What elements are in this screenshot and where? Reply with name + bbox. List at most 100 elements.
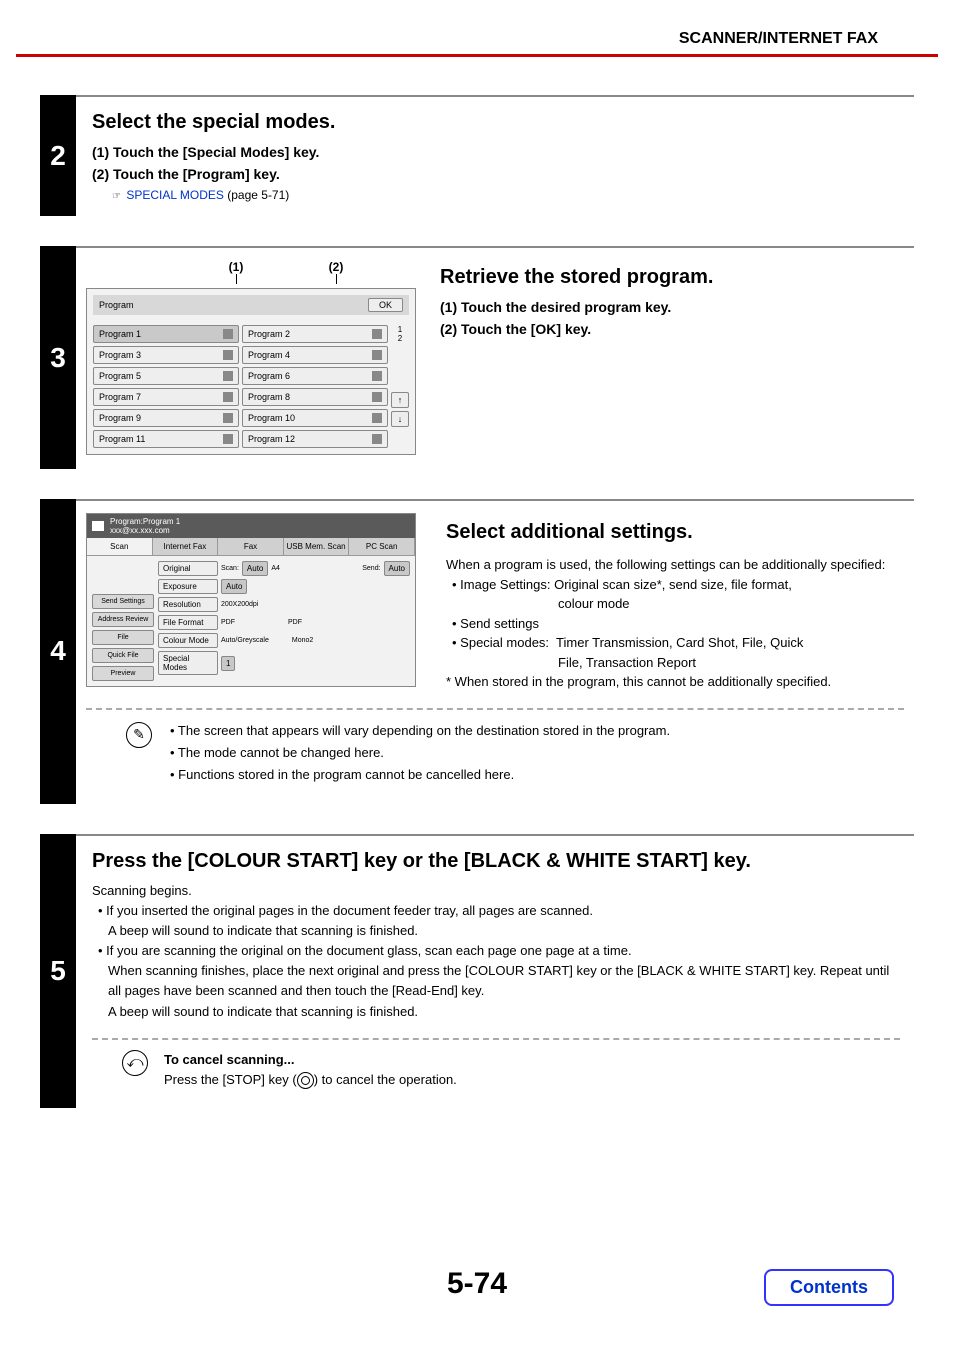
step-2: 2 Select the special modes. (1) Touch th… — [40, 95, 914, 216]
tab-scan[interactable]: Scan — [87, 538, 153, 555]
phone-icon — [372, 329, 382, 339]
scroll-up-button[interactable]: ↑ — [391, 392, 409, 408]
quick-file-button[interactable]: Quick File — [92, 648, 154, 663]
special-modes-button[interactable]: Special Modes — [158, 651, 218, 675]
send-label: Send: — [362, 565, 380, 572]
header-rule — [16, 54, 938, 57]
doc-icon — [223, 413, 233, 423]
step2-ref: ☞ SPECIAL MODES (page 5-71) — [112, 188, 898, 202]
step4-p2: * When stored in the program, this canno… — [446, 672, 904, 692]
exposure-button[interactable]: Exposure — [158, 579, 218, 594]
step-number: 4 — [40, 499, 76, 804]
s5-b2a: • If you are scanning the original on th… — [98, 941, 900, 961]
step3-line1: (1) Touch the desired program key. — [440, 299, 904, 315]
divider — [92, 1038, 900, 1040]
special-count: 1 — [221, 656, 235, 671]
program-11-button[interactable]: Program 11 — [93, 430, 239, 448]
pdf1: PDF — [221, 619, 235, 626]
tab-fax[interactable]: Fax — [218, 538, 284, 555]
program-3-button[interactable]: Program 3 — [93, 346, 239, 364]
program-8-button[interactable]: Program 8 — [242, 388, 388, 406]
s5-b1a: • If you inserted the original pages in … — [98, 901, 900, 921]
phone-icon — [372, 371, 382, 381]
note3: • Functions stored in the program cannot… — [170, 764, 670, 786]
send-settings-button[interactable]: Send Settings — [92, 594, 154, 609]
pointer-icon: ☞ — [112, 191, 121, 202]
divider — [86, 708, 904, 710]
program-6-button[interactable]: Program 6 — [242, 367, 388, 385]
resolution-button[interactable]: Resolution — [158, 597, 218, 612]
file-button[interactable]: File — [92, 630, 154, 645]
original-button[interactable]: Original — [158, 561, 218, 576]
note2: • The mode cannot be changed here. — [170, 742, 670, 764]
window-title: Program — [99, 300, 134, 310]
program-2-button[interactable]: Program 2 — [242, 325, 388, 343]
a4-label: A4 — [271, 565, 280, 572]
program-5-button[interactable]: Program 5 — [93, 367, 239, 385]
step-number: 3 — [40, 246, 76, 469]
address-review-button[interactable]: Address Review — [92, 612, 154, 627]
bullet-send: • Send settings — [452, 614, 904, 634]
scroll-down-button[interactable]: ↓ — [391, 411, 409, 427]
doc-icon — [372, 392, 382, 402]
group-icon — [223, 434, 233, 444]
step-number: 2 — [40, 95, 76, 216]
top-line1: Program:Program 1 — [110, 517, 180, 526]
special-modes-link[interactable]: SPECIAL MODES — [126, 188, 224, 202]
scan-auto: Auto — [242, 561, 268, 576]
page-indicator: 12 — [391, 325, 409, 345]
marker-2: (2) — [329, 260, 344, 274]
cancel-title: To cancel scanning... — [164, 1050, 457, 1070]
scan-label: Scan: — [221, 565, 239, 572]
program-window: Program OK Program 1 Program 2 12 ↑ ↓ Pr… — [86, 288, 416, 455]
program-9-button[interactable]: Program 9 — [93, 409, 239, 427]
tab-pc[interactable]: PC Scan — [349, 538, 415, 555]
mail-icon — [92, 521, 104, 531]
program-12-button[interactable]: Program 12 — [242, 430, 388, 448]
settings-window: Program:Program 1 xxx@xx.xxx.com Scan In… — [86, 513, 416, 687]
program-7-button[interactable]: Program 7 — [93, 388, 239, 406]
s5-b1b: A beep will sound to indicate that scann… — [108, 921, 900, 941]
page-header: SCANNER/INTERNET FAX — [679, 30, 878, 48]
step3-title: Retrieve the stored program. — [440, 266, 904, 289]
send-auto: Auto — [384, 561, 410, 576]
stop-key-icon — [297, 1072, 314, 1089]
bullet-special-sub: File, Transaction Report — [558, 653, 904, 673]
group-icon — [223, 371, 233, 381]
autogrey: Auto/Greyscale — [221, 637, 269, 644]
group-icon — [372, 434, 382, 444]
cancel-icon: ⤺ — [122, 1050, 148, 1076]
marker-1: (1) — [229, 260, 244, 274]
exposure-auto: Auto — [221, 579, 247, 594]
program-4-button[interactable]: Program 4 — [242, 346, 388, 364]
contents-button[interactable]: Contents — [764, 1269, 894, 1306]
bullet-special: • Special modes: Timer Transmission, Car… — [452, 633, 904, 653]
s5-b2b: When scanning finishes, place the next o… — [108, 961, 900, 1001]
step-5: 5 Press the [COLOUR START] key or the [B… — [40, 834, 914, 1108]
note-icon: ✎ — [126, 722, 152, 748]
preview-button[interactable]: Preview — [92, 666, 154, 681]
tab-ifax[interactable]: Internet Fax — [153, 538, 219, 555]
pdf2: PDF — [288, 619, 302, 626]
doc-icon — [372, 350, 382, 360]
step-3: 3 (1) (2) Program OK Program 1 Program 2 — [40, 246, 914, 469]
bullet-image-sub: colour mode — [558, 594, 904, 614]
resolution-value: 200X200dpi — [221, 601, 258, 608]
step2-title: Select the special modes. — [92, 111, 898, 134]
program-1-button[interactable]: Program 1 — [93, 325, 239, 343]
step4-title: Select additional settings. — [446, 517, 904, 547]
program-10-button[interactable]: Program 10 — [242, 409, 388, 427]
step5-title: Press the [COLOUR START] key or the [BLA… — [92, 850, 900, 873]
ok-button[interactable]: OK — [368, 298, 403, 312]
file-format-button[interactable]: File Format — [158, 615, 218, 630]
tab-usb[interactable]: USB Mem. Scan — [284, 538, 350, 555]
note1: • The screen that appears will vary depe… — [170, 720, 670, 742]
step3-line2: (2) Touch the [OK] key. — [440, 321, 904, 337]
doc-icon — [223, 392, 233, 402]
mono: Mono2 — [292, 637, 313, 644]
step-4: 4 Program:Program 1 xxx@xx.xxx.com Sca — [40, 499, 914, 804]
s5-p1: Scanning begins. — [92, 881, 900, 901]
cancel-text: Press the [STOP] key () to cancel the op… — [164, 1070, 457, 1090]
colour-mode-button[interactable]: Colour Mode — [158, 633, 218, 648]
top-line2: xxx@xx.xxx.com — [110, 526, 180, 535]
